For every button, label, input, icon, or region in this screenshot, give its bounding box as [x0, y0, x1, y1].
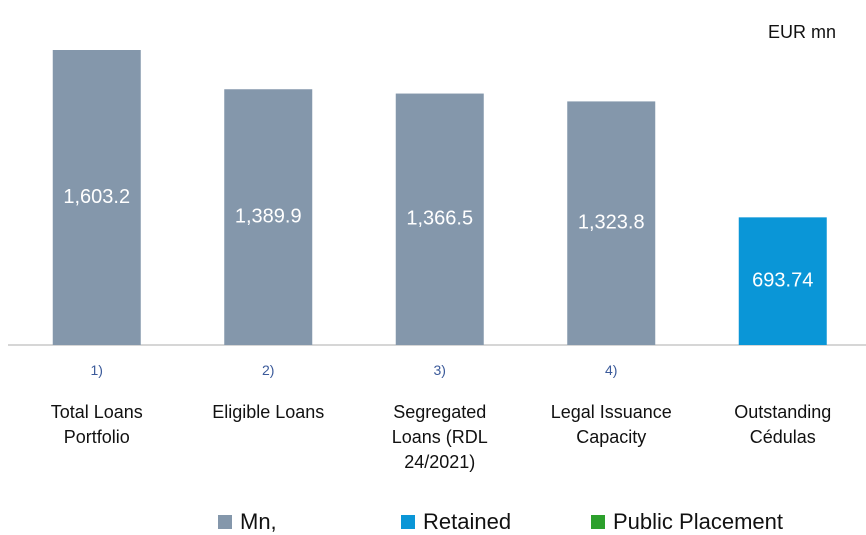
legend-label: Mn, [240, 509, 277, 534]
bar [738, 217, 827, 345]
x-tick-label: Outstanding Cédulas [734, 402, 832, 447]
legend-item: Public Placement [591, 509, 783, 535]
footnote-label: 3) [433, 362, 446, 378]
legend-label: Retained [423, 509, 512, 534]
unit-label: EUR mn [767, 22, 836, 42]
legend-item: Retained [401, 509, 511, 535]
legend-swatch [401, 515, 415, 529]
x-tick-label: Legal Issuance Capacity [550, 402, 672, 447]
legend-item: Mn, [218, 509, 277, 535]
x-tick-label: Eligible Loans [212, 402, 325, 422]
value-label: 1,323.8 [578, 211, 645, 233]
value-label: 693.74 [752, 269, 813, 291]
value-label: 1,603.2 [63, 186, 130, 208]
bar [395, 93, 484, 346]
legend-swatch [218, 515, 232, 529]
footnote-label: 2) [262, 362, 275, 378]
bar [567, 101, 656, 345]
legend-label: Public Placement [613, 509, 783, 534]
value-label: 1,366.5 [406, 208, 473, 230]
footnote-label: 1) [90, 362, 103, 378]
x-tick-label: Total Loans Portfolio [50, 402, 143, 447]
x-tick-label: Segregated Loans (RDL 24/2021) [391, 402, 488, 472]
footnote-label: 4) [605, 362, 618, 378]
bar [52, 50, 141, 345]
value-label: 1,389.9 [235, 205, 302, 227]
legend-swatch [591, 515, 605, 529]
bar [224, 89, 313, 345]
